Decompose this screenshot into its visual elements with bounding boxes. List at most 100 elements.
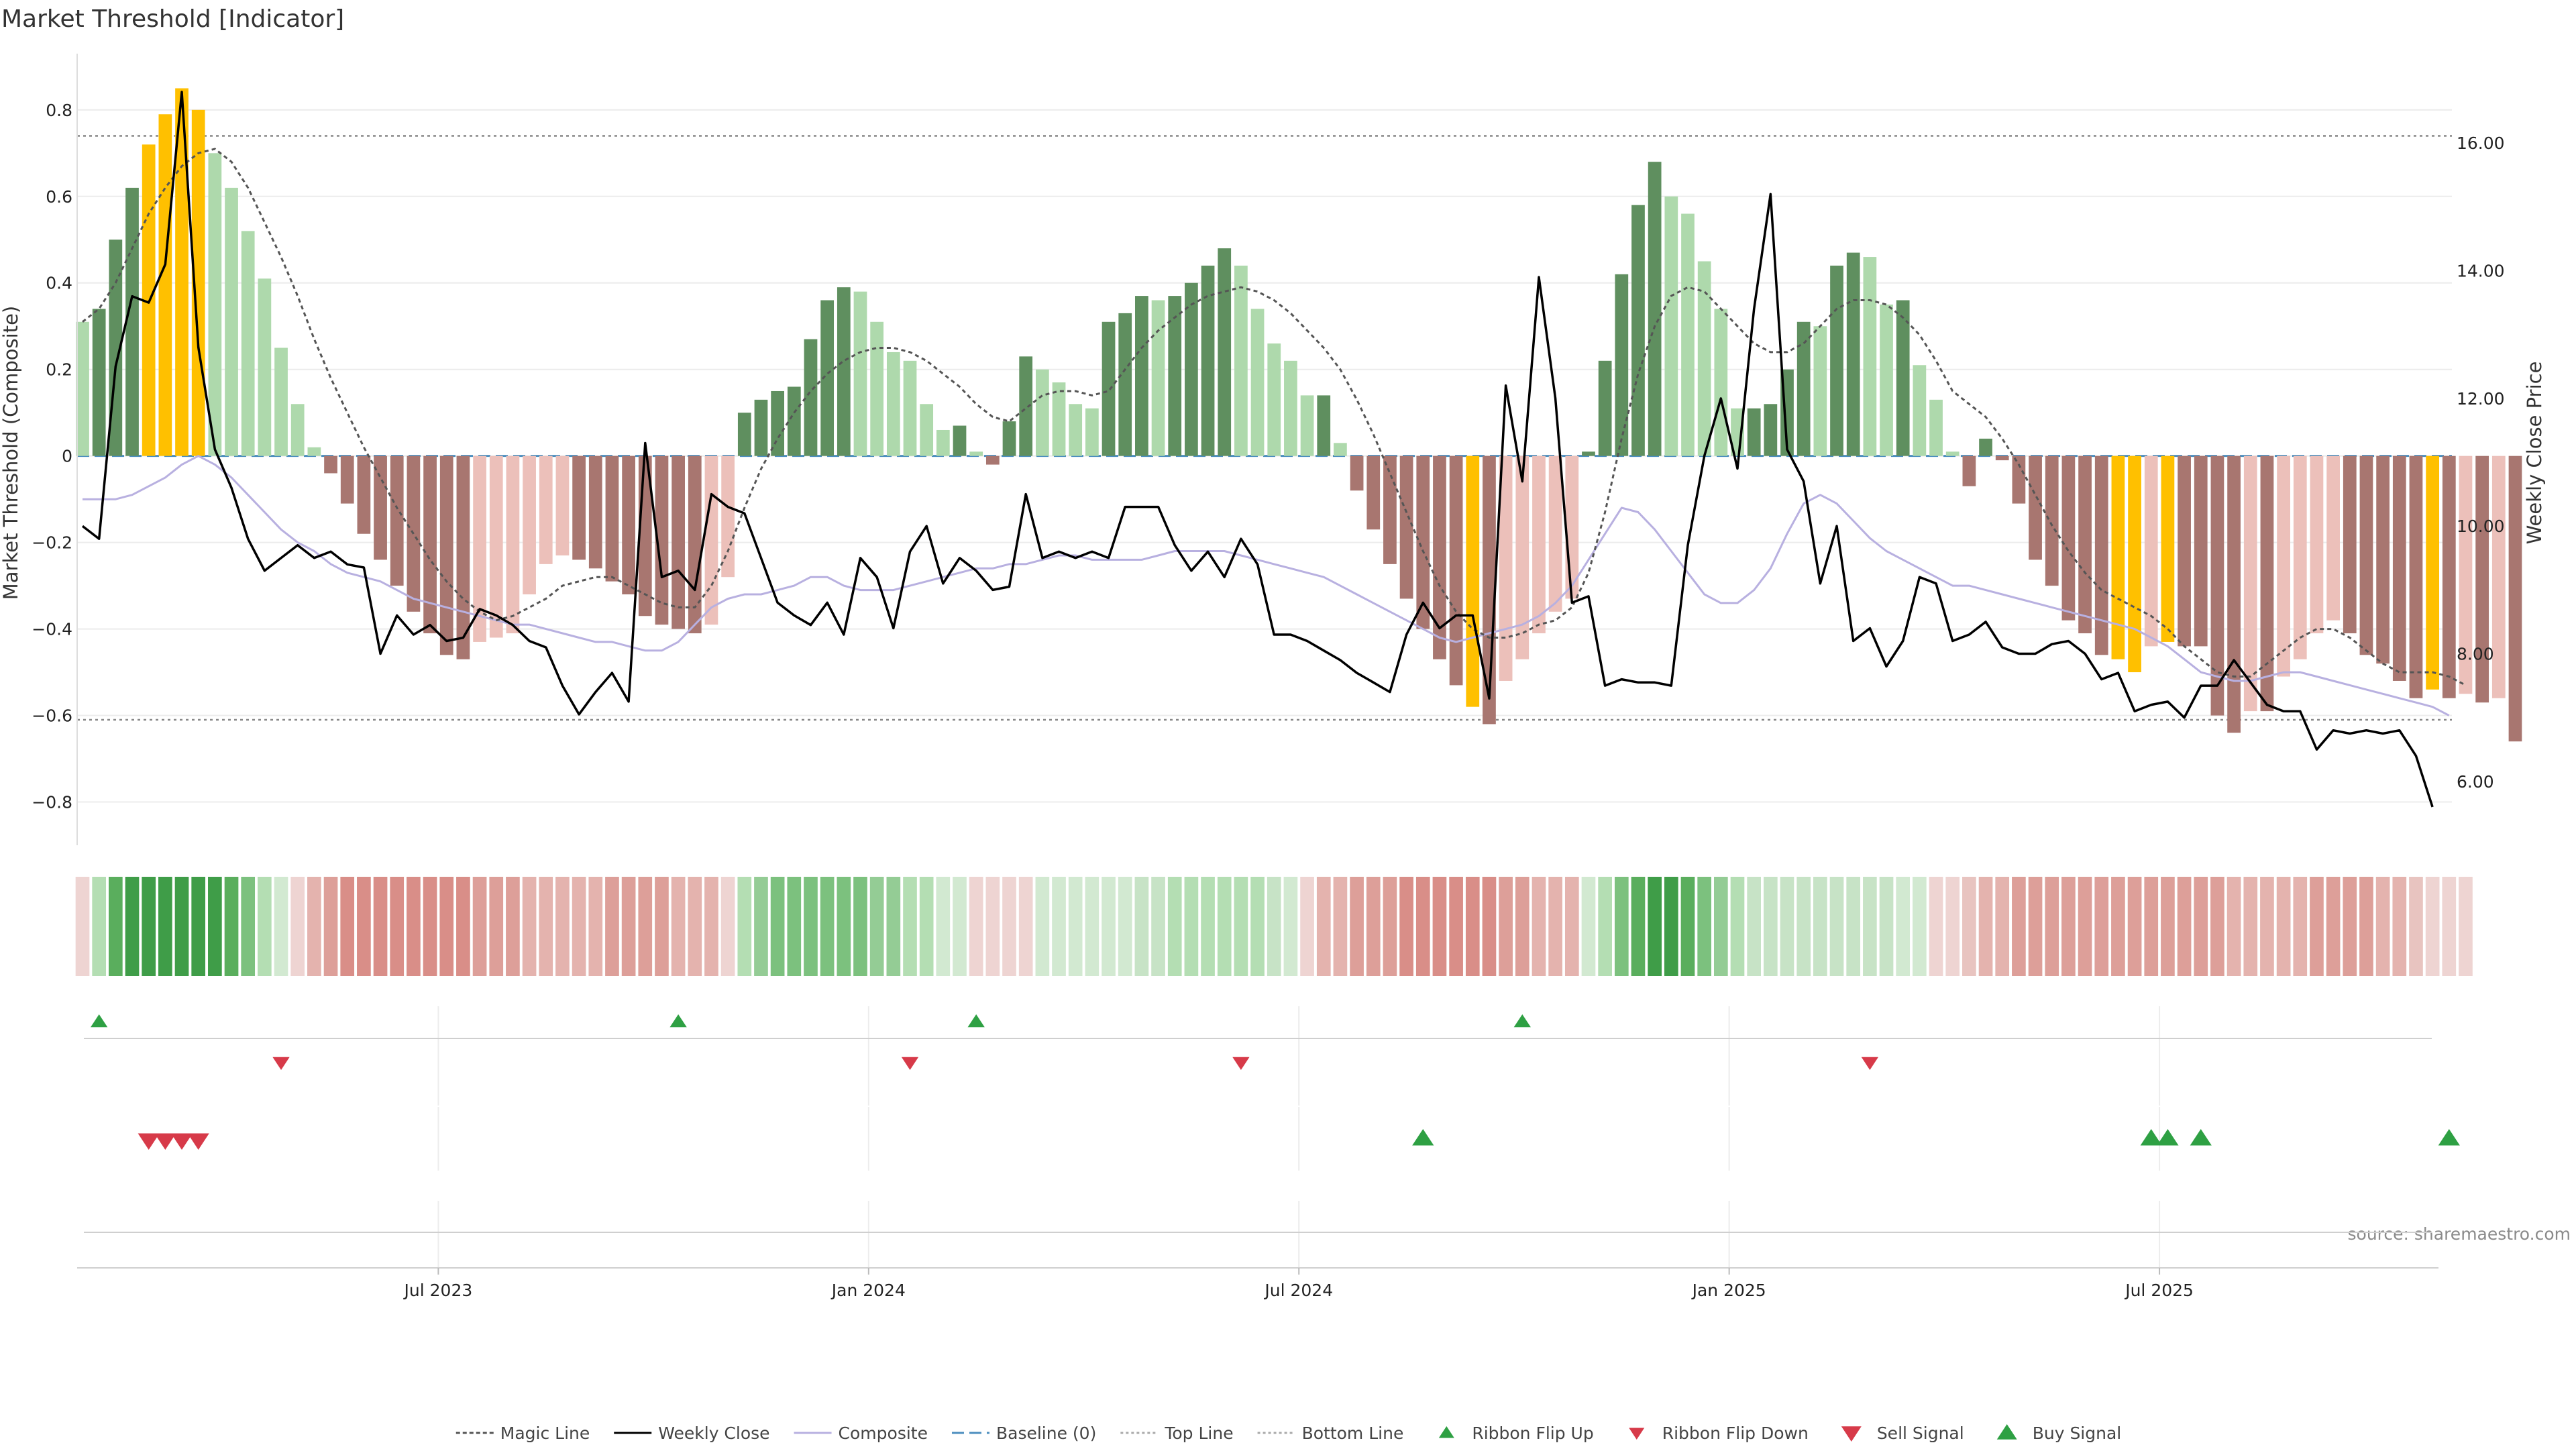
ribbon-cell xyxy=(605,877,619,976)
composite-bar xyxy=(704,455,718,625)
composite-bar xyxy=(1135,296,1148,456)
ribbon-cell xyxy=(1432,877,1447,976)
composite-bar xyxy=(125,187,139,456)
ribbon-cell xyxy=(2425,877,2440,976)
composite-bar xyxy=(1631,205,1645,456)
ribbon-cell xyxy=(720,877,735,976)
ribbon-cell xyxy=(1796,877,1811,976)
ribbon-cell xyxy=(191,877,206,976)
ribbon-cell xyxy=(2111,877,2125,976)
composite-bar xyxy=(1598,360,1612,456)
composite-bar xyxy=(241,231,255,456)
ribbon-cell xyxy=(1631,877,1646,976)
ribbon-cell xyxy=(1250,877,1265,976)
right-tick-label: 6.00 xyxy=(2457,772,2494,792)
composite-bar xyxy=(936,429,950,456)
ribbon-cell xyxy=(688,877,702,976)
composite-bar xyxy=(2426,455,2440,690)
composite-bar xyxy=(1201,265,1215,456)
ribbon-cell xyxy=(2028,877,2043,976)
ribbon-cell xyxy=(1201,877,1215,976)
ribbon-cell xyxy=(671,877,686,976)
composite-bar xyxy=(324,455,337,474)
ribbon-cell xyxy=(1052,877,1066,976)
ribbon-cell xyxy=(307,877,321,976)
legend-label: Ribbon Flip Down xyxy=(1662,1424,1809,1443)
ribbon-cell xyxy=(2045,877,2059,976)
composite-bar xyxy=(258,278,272,456)
composite-bar xyxy=(1218,248,1232,456)
composite-bar xyxy=(1168,296,1182,456)
composite-bar xyxy=(1433,455,1446,659)
ribbon-cell xyxy=(1118,877,1132,976)
composite-bar xyxy=(2475,455,2489,703)
ribbon-flip-down-marker xyxy=(901,1057,919,1070)
composite-bar xyxy=(1979,438,1992,456)
buy-signal-marker xyxy=(2157,1129,2179,1146)
ribbon-cell xyxy=(423,877,437,976)
legend-label: Top Line xyxy=(1164,1424,1233,1443)
composite-bar xyxy=(985,455,1000,465)
composite-bar xyxy=(307,447,321,456)
legend-swatch xyxy=(1438,1426,1454,1438)
composite-bar xyxy=(2029,455,2042,560)
composite-bar xyxy=(76,321,89,456)
ribbon-cell xyxy=(737,877,752,976)
legend-label: Ribbon Flip Up xyxy=(1472,1424,1593,1443)
ribbon-cell xyxy=(655,877,669,976)
ribbon-cell xyxy=(1350,877,1364,976)
composite-bar xyxy=(2210,455,2224,716)
composite-bar xyxy=(622,455,635,595)
ribbon-cell xyxy=(1283,877,1298,976)
composite-bar xyxy=(1399,455,1413,599)
composite-bar xyxy=(688,455,702,634)
composite-bar xyxy=(1035,369,1049,456)
composite-bar xyxy=(1185,282,1198,456)
ribbon-cell xyxy=(1829,877,1844,976)
x-tick-label: Jul 2023 xyxy=(403,1281,473,1300)
ribbon-cell xyxy=(1680,877,1695,976)
ribbon-cell xyxy=(125,877,140,976)
ribbon-cell xyxy=(2276,877,2291,976)
left-tick-label: 0.4 xyxy=(46,274,72,293)
left-tick-label: −0.2 xyxy=(32,533,72,553)
x-tick-label: Jan 2025 xyxy=(1691,1281,1766,1300)
composite-bar xyxy=(555,455,570,555)
ribbon-cell xyxy=(1102,877,1116,976)
ribbon-cell xyxy=(92,877,107,976)
ribbon-cell xyxy=(1929,877,1943,976)
composite-bar xyxy=(2260,455,2274,712)
composite-bar xyxy=(1995,455,2009,461)
ribbon-cell xyxy=(2442,877,2457,976)
composite-bar xyxy=(1085,408,1099,456)
ribbon-cell xyxy=(390,877,405,976)
composite-bar xyxy=(903,360,917,456)
composite-bar xyxy=(1499,455,1513,681)
ribbon-cell xyxy=(754,877,768,976)
ribbon-cell xyxy=(456,877,470,976)
composite-bar xyxy=(820,300,835,456)
composite-bar xyxy=(2442,455,2456,698)
ribbon-cell xyxy=(2210,877,2224,976)
composite-bar xyxy=(1069,404,1083,456)
composite-bar xyxy=(2194,455,2208,647)
composite-bar xyxy=(1615,274,1629,456)
composite-bar xyxy=(1764,404,1778,456)
ribbon-cell xyxy=(1598,877,1612,976)
legend-label: Weekly Close xyxy=(658,1424,769,1443)
ribbon-cell xyxy=(2144,877,2159,976)
ribbon-cell xyxy=(1863,877,1877,976)
ribbon-cell xyxy=(1482,877,1497,976)
left-tick-label: −0.8 xyxy=(32,793,72,812)
ribbon-cell xyxy=(241,877,256,976)
ribbon-cell xyxy=(2359,877,2373,976)
composite-bar xyxy=(804,339,818,456)
ribbon-cell xyxy=(2094,877,2109,976)
legend-item: Ribbon Flip Up xyxy=(1438,1424,1594,1443)
x-tick-label: Jul 2025 xyxy=(2124,1281,2194,1300)
ribbon-cell xyxy=(1764,877,1778,976)
composite-bar xyxy=(1151,300,1165,456)
composite-bar xyxy=(2178,455,2191,647)
composite-bar xyxy=(1300,395,1314,456)
buy-signal-marker xyxy=(2190,1129,2212,1146)
